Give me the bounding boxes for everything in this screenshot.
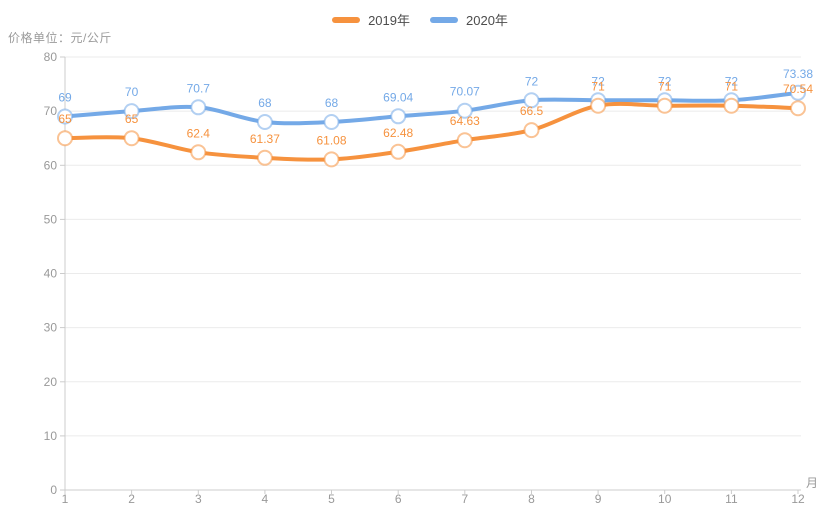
data-label: 72: [725, 74, 739, 88]
data-point: [456, 102, 473, 119]
data-point: [57, 108, 73, 125]
data-point: [790, 100, 806, 117]
x-tick-label: 2: [128, 492, 135, 506]
y-tick-label: 20: [44, 375, 58, 389]
data-point: [523, 122, 540, 139]
data-point: [123, 103, 140, 120]
data-point: [656, 97, 673, 114]
y-tick-label: 10: [44, 429, 58, 443]
data-label: 61.08: [316, 133, 346, 147]
data-point: [590, 97, 607, 114]
data-point: [523, 92, 540, 109]
x-tick-label: 7: [461, 492, 468, 506]
x-tick-label: 10: [658, 492, 672, 506]
data-point: [190, 144, 207, 161]
data-point: [256, 149, 273, 166]
x-tick-label: 11: [725, 492, 738, 506]
data-point: [390, 108, 407, 125]
data-label: 64.63: [450, 114, 480, 128]
x-tick-label: 4: [262, 492, 269, 506]
legend-swatch-2019-icon: [332, 16, 361, 23]
x-tick-label: 12: [791, 492, 805, 506]
data-label: 73.38: [783, 67, 813, 81]
data-point: [390, 143, 407, 160]
data-label: 70.7: [187, 81, 211, 95]
y-tick-label: 0: [50, 483, 57, 497]
data-label: 68: [325, 96, 339, 110]
y-tick-label: 40: [44, 267, 58, 281]
chart-title: 价格单位：元/公斤: [8, 31, 112, 45]
legend-item-2020[interactable]: 2020年: [430, 10, 508, 29]
data-label: 65: [125, 112, 139, 126]
data-label: 72: [658, 74, 672, 88]
legend-label-2019: 2019年: [368, 13, 410, 28]
data-label: 71: [725, 80, 739, 94]
data-label: 70.07: [450, 85, 480, 99]
chart-legend: 2019年 2020年: [0, 10, 840, 29]
data-point: [57, 130, 73, 147]
data-label: 65: [58, 112, 72, 126]
x-tick-label: 6: [395, 492, 402, 506]
y-tick-label: 50: [44, 212, 58, 226]
data-label: 70: [125, 85, 139, 99]
x-axis-name: 月: [806, 476, 818, 490]
data-point: [123, 130, 140, 147]
data-point: [456, 132, 473, 149]
data-label: 66.5: [520, 104, 544, 118]
data-label: 72: [525, 74, 539, 88]
data-label: 62.48: [383, 126, 413, 140]
data-point: [190, 99, 207, 116]
data-point: [323, 151, 340, 168]
legend-swatch-2020-icon: [430, 16, 458, 23]
series-line-1: [63, 90, 800, 126]
x-tick-label: 1: [62, 492, 69, 506]
y-tick-label: 30: [44, 321, 58, 335]
data-point: [723, 97, 740, 114]
x-tick-label: 8: [528, 492, 535, 506]
data-point: [256, 114, 273, 130]
legend-label-2020: 2020年: [466, 13, 508, 28]
x-tick-label: 9: [595, 492, 602, 506]
data-label: 61.37: [250, 132, 280, 146]
data-point: [790, 84, 806, 101]
data-label: 69: [58, 91, 72, 105]
data-point: [323, 114, 340, 130]
data-label: 71: [591, 80, 605, 94]
x-tick-label: 5: [328, 492, 335, 506]
data-label: 71: [658, 80, 672, 94]
y-tick-label: 80: [44, 50, 58, 64]
y-tick-label: 60: [44, 158, 58, 172]
data-label: 72: [591, 74, 605, 88]
data-label: 62.4: [187, 126, 211, 140]
legend-item-2019[interactable]: 2019年: [332, 10, 410, 29]
y-tick-label: 70: [44, 104, 58, 118]
x-tick-label: 3: [195, 492, 202, 506]
data-label: 70.54: [783, 82, 813, 96]
data-label: 69.04: [383, 90, 413, 104]
data-label: 68: [258, 96, 272, 110]
